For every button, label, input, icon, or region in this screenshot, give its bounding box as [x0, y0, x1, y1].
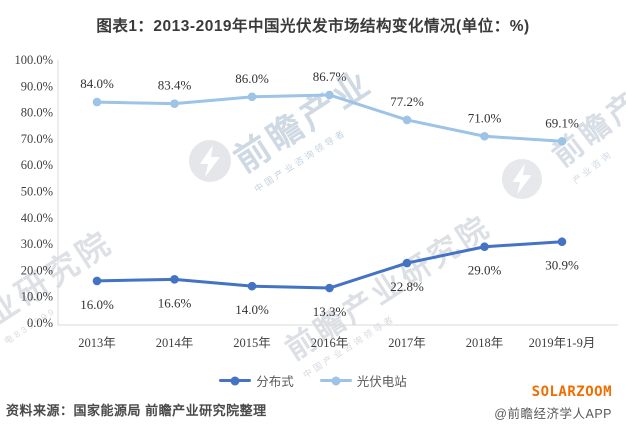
y-tick-label: 30.0% [21, 237, 53, 251]
x-tick-label: 2013年 [78, 336, 116, 350]
data-point [402, 258, 412, 268]
y-tick-label: 60.0% [21, 158, 53, 172]
x-tick-label: 2014年 [156, 336, 194, 350]
data-point [170, 99, 179, 108]
data-point [557, 237, 567, 247]
data-point [557, 136, 567, 146]
data-point [92, 97, 102, 107]
data-label: 83.4% [158, 78, 192, 93]
y-tick-label: 10.0% [21, 290, 53, 304]
x-tick-label: 2017年 [388, 336, 426, 350]
data-point [402, 115, 412, 125]
legend-item-1: 光伏电站 [319, 371, 407, 390]
data-label: 84.0% [80, 76, 114, 91]
data-label: 86.7% [313, 69, 347, 84]
y-tick-label: 40.0% [21, 211, 53, 225]
data-label: 13.3% [313, 304, 347, 319]
brand-logo-solarzoom: SOLARZOOM [531, 384, 612, 400]
x-tick-label: 2015年 [233, 336, 271, 350]
chart-legend: 分布式 光伏电站 [0, 371, 626, 390]
legend-label: 分布式 [256, 375, 294, 389]
data-label: 29.0% [468, 263, 502, 278]
data-point [92, 276, 102, 286]
y-tick-label: 70.0% [21, 132, 53, 146]
data-point [325, 283, 334, 293]
data-label: 69.1% [545, 115, 579, 130]
x-tick-label: 2016年 [311, 336, 349, 350]
legend-item-0: 分布式 [219, 371, 294, 390]
legend-line-marker-icon [319, 376, 352, 385]
data-label: 16.6% [158, 295, 192, 310]
data-label: 77.2% [390, 94, 424, 109]
credit-watermark: @前瞻经济学人APP [494, 407, 612, 421]
data-label: 22.8% [390, 279, 424, 294]
data-label: 86.0% [235, 71, 269, 86]
chart-title: 图表1：2013-2019年中国光伏发市场结构变化情况(单位：%) [96, 18, 530, 35]
legend-dot-icon [331, 376, 341, 385]
y-tick-label: 100.0% [14, 53, 53, 67]
data-label: 30.9% [545, 258, 579, 273]
data-point [480, 131, 489, 141]
y-tick-label: 0.0% [27, 316, 53, 330]
data-point [325, 90, 334, 100]
data-point [247, 92, 257, 102]
legend-line-marker-icon [219, 376, 252, 385]
footer-branding: SOLARZOOM @前瞻经济学人APP [494, 384, 612, 422]
data-label: 71.0% [468, 110, 502, 125]
data-label: 16.0% [80, 297, 114, 312]
y-tick-label: 50.0% [21, 185, 53, 199]
data-point [480, 242, 489, 252]
data-point [170, 275, 179, 284]
legend-dot-icon [230, 376, 240, 385]
x-tick-label: 2018年 [466, 336, 504, 350]
x-tick-label: 2019年1-9月 [529, 336, 596, 350]
data-label: 14.0% [235, 302, 269, 317]
y-tick-label: 80.0% [21, 106, 53, 120]
source-note: 资料来源：国家能源局 前瞻产业研究院整理 [6, 403, 267, 418]
legend-label: 光伏电站 [356, 375, 407, 389]
y-tick-label: 20.0% [21, 263, 53, 277]
data-point [247, 281, 257, 291]
y-tick-label: 90.0% [21, 79, 53, 93]
